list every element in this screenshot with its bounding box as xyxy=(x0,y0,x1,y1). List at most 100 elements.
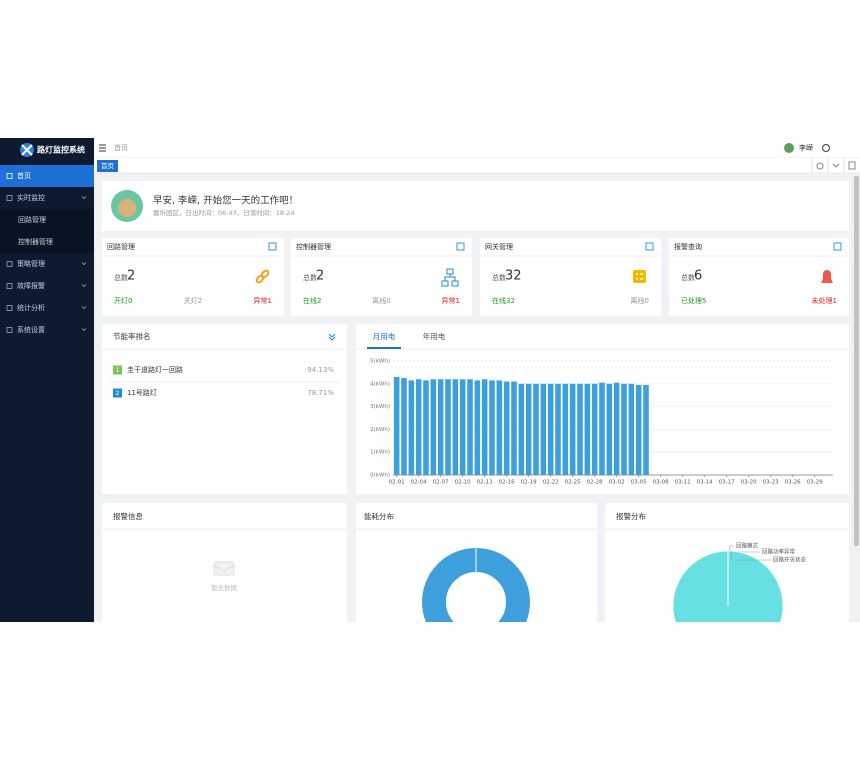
bar xyxy=(503,381,510,475)
dropdown-icon[interactable] xyxy=(832,163,840,168)
tab-underline xyxy=(367,347,401,349)
rank-number: 1 xyxy=(115,366,119,374)
expand-icon[interactable] xyxy=(328,333,336,341)
bar xyxy=(628,383,635,475)
stat-icon xyxy=(441,268,459,287)
x-tick-label: 02-07 xyxy=(433,480,449,486)
stat-icon xyxy=(636,273,643,280)
stat-item: 异常1 xyxy=(254,296,272,305)
bar xyxy=(547,383,554,475)
bar xyxy=(445,379,451,475)
stat-item: 开灯0 xyxy=(114,296,132,305)
x-tick-label: 02-22 xyxy=(543,480,559,486)
rank-name: 11号路灯 xyxy=(127,388,157,397)
empty-text: 暂无数据 xyxy=(211,583,238,592)
chart-tab[interactable]: 年用电 xyxy=(423,331,446,341)
logo xyxy=(20,143,34,157)
x-tick-label: 03-29 xyxy=(807,480,823,486)
menu-item[interactable]: 系统设置 xyxy=(17,325,45,334)
submenu-item[interactable]: 控制器管理 xyxy=(18,237,53,246)
scrollbar-thumb[interactable] xyxy=(854,176,859,546)
bar xyxy=(635,384,642,475)
bar xyxy=(599,382,605,475)
x-tick-label: 02-10 xyxy=(455,480,471,486)
total-label: 总数 xyxy=(303,273,317,282)
stat-title: 报警查询 xyxy=(674,242,702,251)
rank-name: 圭干道路灯一回路 xyxy=(127,365,183,374)
total-label: 总数 xyxy=(492,273,506,282)
stat-card xyxy=(291,238,472,316)
stat-item: 已处理5 xyxy=(681,296,706,305)
bar xyxy=(525,383,532,475)
bar xyxy=(562,383,569,475)
app: 路灯监控系统首页实时监控回路管理控制器管理策略管理故障报警统计分析系统设置首页李… xyxy=(0,138,860,622)
welcome-avatar-face xyxy=(118,199,136,217)
bar xyxy=(496,380,503,475)
user-avatar[interactable] xyxy=(784,143,794,153)
card-title: 能耗分布 xyxy=(364,511,394,521)
welcome-info: 嘉圻园区，日出时间：06:43，日落时间：18:24 xyxy=(153,208,294,217)
tab-label[interactable]: 首页 xyxy=(101,161,115,170)
ranking-card xyxy=(102,324,347,494)
bar xyxy=(452,379,459,475)
y-tick-label: 1(kWh) xyxy=(370,450,390,456)
settings-icon[interactable] xyxy=(821,143,831,153)
bar xyxy=(467,379,473,475)
card-link-icon[interactable] xyxy=(456,242,465,251)
x-tick-label: 03-17 xyxy=(719,480,735,486)
refresh-icon[interactable] xyxy=(816,162,824,170)
x-tick-label: 03-14 xyxy=(697,480,713,486)
menu-icon xyxy=(6,261,13,267)
rank-value: 78.71% xyxy=(307,389,334,397)
menu-item[interactable]: 首页 xyxy=(17,171,31,180)
stat-item: 异常1 xyxy=(442,296,460,305)
menu-item[interactable]: 实时监控 xyxy=(17,193,45,202)
total-value: 32 xyxy=(505,269,522,284)
bar xyxy=(393,376,400,475)
y-tick-label: 2(kWh) xyxy=(370,427,390,433)
x-tick-label: 02-28 xyxy=(587,480,603,486)
user-name[interactable]: 李嵘 xyxy=(799,143,813,152)
empty-icon xyxy=(213,561,235,576)
card-link-icon[interactable] xyxy=(833,242,842,251)
bar xyxy=(621,383,627,475)
stat-title: 回路管理 xyxy=(107,242,135,251)
x-tick-label: 03-20 xyxy=(741,480,757,486)
stat-icon xyxy=(260,269,270,279)
bar xyxy=(408,380,415,475)
stat-icon xyxy=(633,270,646,283)
bar xyxy=(459,379,466,475)
bar xyxy=(437,379,444,475)
bar xyxy=(643,384,649,475)
total-value: 2 xyxy=(127,269,135,284)
x-tick-label: 02-04 xyxy=(411,480,427,486)
tab-tools xyxy=(811,158,845,173)
chart-tab[interactable]: 月用电 xyxy=(373,331,396,341)
bar xyxy=(518,383,525,475)
menu-item[interactable]: 统计分析 xyxy=(17,303,45,312)
pie-label: 回路模式 xyxy=(736,542,759,550)
bar xyxy=(613,382,620,475)
breadcrumb: 首页 xyxy=(114,143,128,152)
app-title: 路灯监控系统 xyxy=(37,145,85,155)
y-tick-label: 4(kWh) xyxy=(370,381,390,387)
stat-title: 控制器管理 xyxy=(296,242,331,251)
fullscreen-icon[interactable] xyxy=(848,161,856,170)
stat-card xyxy=(669,238,849,316)
bar xyxy=(555,383,561,475)
menu-toggle[interactable] xyxy=(99,144,106,152)
x-tick-label: 03-08 xyxy=(653,480,669,486)
menu-item[interactable]: 故障报警 xyxy=(17,281,45,290)
card-link-icon[interactable] xyxy=(645,242,654,251)
stat-title: 网关管理 xyxy=(485,242,513,251)
active-tab[interactable] xyxy=(97,160,118,172)
total-label: 总数 xyxy=(681,273,695,282)
menu-icon xyxy=(6,173,13,179)
card-link-icon[interactable] xyxy=(268,242,277,251)
menu-item[interactable]: 策略管理 xyxy=(17,259,45,268)
pie-label: 回路开关状态 xyxy=(773,556,807,564)
submenu-item[interactable]: 回路管理 xyxy=(18,215,46,224)
menu-chevron xyxy=(81,306,87,310)
